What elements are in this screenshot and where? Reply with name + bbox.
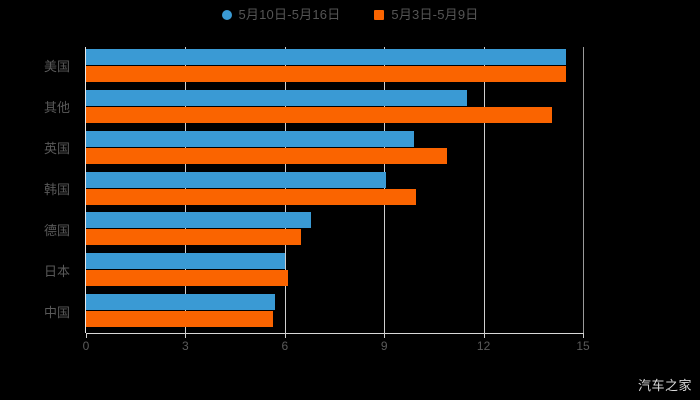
category-label: 中国 xyxy=(43,304,70,320)
bar-group xyxy=(86,129,583,170)
bar[interactable] xyxy=(86,106,552,123)
bar-group xyxy=(86,47,583,88)
bar[interactable] xyxy=(86,212,312,229)
bar[interactable] xyxy=(86,311,274,328)
bar-group xyxy=(86,170,583,211)
axis-tick xyxy=(284,333,286,338)
watermark-text: 汽车之家 xyxy=(637,378,692,393)
category-label: 韩国 xyxy=(43,182,70,197)
category-label: 日本 xyxy=(43,263,70,279)
bar-rows xyxy=(86,47,583,333)
legend-label: 5月3日-5月9日 xyxy=(391,7,479,22)
category-label: 德国 xyxy=(43,222,70,238)
bar[interactable] xyxy=(86,130,415,147)
value-axis-ticks: 0 3 6 9 12 15 xyxy=(82,333,590,358)
bar[interactable] xyxy=(86,66,567,82)
category-label: 英国 xyxy=(43,141,70,157)
legend-item-series-1[interactable]: 5月10日-5月16日 xyxy=(221,7,341,22)
legend-swatch-icon xyxy=(374,9,385,20)
bar[interactable] xyxy=(86,49,567,65)
bar[interactable] xyxy=(86,270,289,287)
bar[interactable] xyxy=(86,147,448,164)
axis-tick xyxy=(185,333,187,338)
category-label: 其他 xyxy=(43,100,70,116)
gridline xyxy=(483,47,485,333)
axis-tick xyxy=(583,333,584,338)
category-label: 美国 xyxy=(43,59,70,75)
legend-label: 5月10日-5月16日 xyxy=(238,7,341,22)
chart-legend: 5月10日-5月16日 5月3日-5月9日 xyxy=(0,8,700,21)
axis-tick-label: 15 xyxy=(576,339,590,353)
axis-tick xyxy=(86,333,87,338)
bar[interactable] xyxy=(86,188,416,205)
legend-item-series-2[interactable]: 5月3日-5月9日 xyxy=(374,8,478,21)
bar[interactable] xyxy=(86,294,275,311)
bar[interactable] xyxy=(86,171,386,188)
bar-group xyxy=(86,88,583,129)
gridline xyxy=(583,47,584,333)
axis-tick-label: 3 xyxy=(182,339,189,353)
bar[interactable] xyxy=(86,229,302,246)
axis-tick-label: 9 xyxy=(380,339,388,353)
axis-tick xyxy=(483,333,485,338)
category-axis-labels: 美国其他英国韩国德国日本中国 xyxy=(0,47,80,333)
value-axis xyxy=(86,333,583,334)
bar[interactable] xyxy=(86,89,468,106)
axis-tick-label: 6 xyxy=(281,339,289,353)
bar-group xyxy=(86,210,583,251)
value-axis-line xyxy=(85,47,86,333)
legend-swatch-icon xyxy=(221,9,232,20)
axis-tick xyxy=(384,333,386,338)
bar-group xyxy=(86,251,583,292)
axis-tick-label: 0 xyxy=(82,339,90,353)
axis-tick-label: 12 xyxy=(476,339,491,353)
bar[interactable] xyxy=(86,253,285,270)
bar-group xyxy=(86,292,583,333)
plot-area xyxy=(85,47,584,333)
